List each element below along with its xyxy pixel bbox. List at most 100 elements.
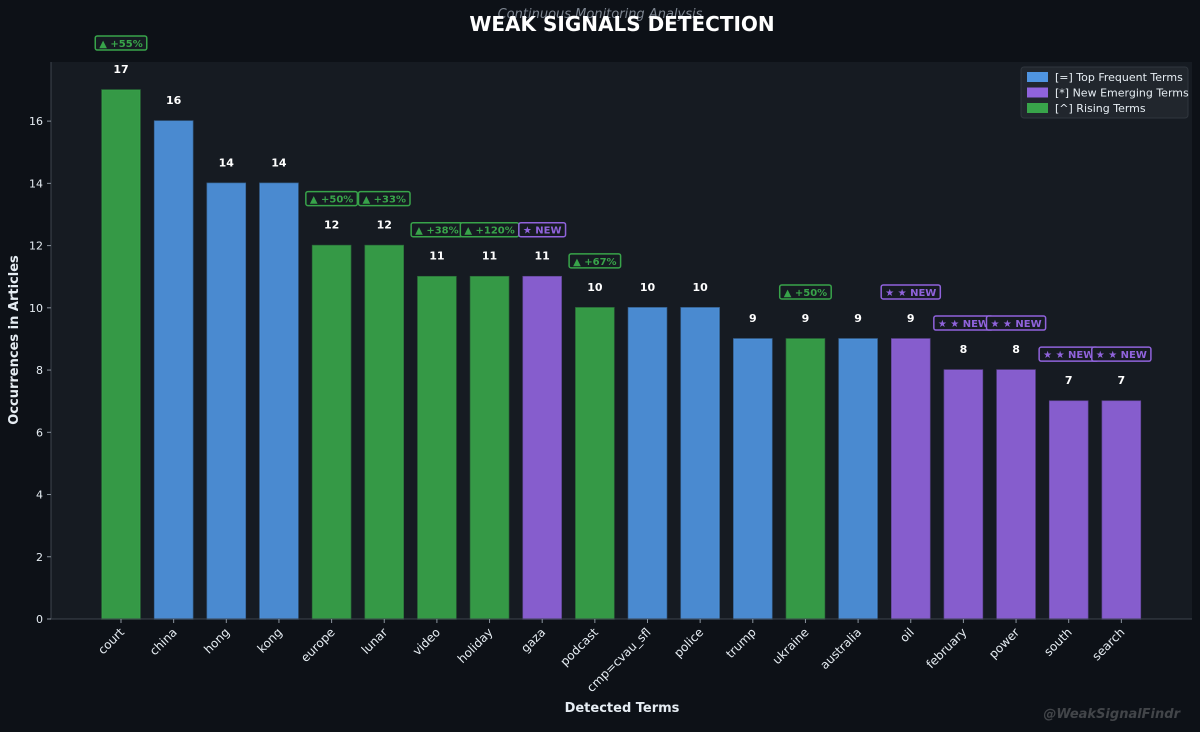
trend-badge-label: ★ ★ NEW (885, 288, 936, 299)
watermark: @WeakSignalFindr (1043, 707, 1181, 722)
bar-value-label: 10 (587, 281, 603, 294)
legend-entry: [=] Top Frequent Terms (1055, 71, 1183, 84)
y-axis: 0 2 4 6 8 10 12 14 16 (29, 62, 52, 626)
bar (522, 275, 562, 620)
trend-badge-box (357, 190, 411, 207)
y-tick-label: 6 (36, 426, 43, 439)
y-axis-label: Occurrences in Articles (7, 255, 22, 425)
bar-value-label: 10 (692, 281, 708, 294)
bar (1101, 400, 1142, 620)
bar (311, 244, 352, 620)
bar (153, 120, 194, 620)
trend-badge: ▲ +120% (459, 221, 520, 238)
trend-badge-label: ★ NEW (523, 226, 562, 237)
trend-badge: ★ ★ NEW (1091, 346, 1152, 362)
bar-value-label: 9 (907, 312, 915, 325)
y-tick-label: 10 (29, 302, 43, 315)
bars-group (101, 89, 1142, 620)
chart-title: WEAK SIGNALS DETECTION (469, 12, 774, 36)
bar-value-label: 11 (482, 250, 497, 263)
trend-badge-label: ▲ +50% (310, 195, 354, 206)
trend-badge: ▲ +38% (410, 221, 464, 238)
y-tick-label: 0 (36, 613, 43, 626)
bar (627, 307, 668, 620)
trend-badge-box (305, 190, 359, 207)
trend-badge-label: ★ ★ NEW (990, 319, 1041, 330)
bar-value-label: 9 (802, 312, 810, 325)
bar-value-label: 9 (749, 312, 757, 325)
legend: [=] Top Frequent Terms [*] New Emerging T… (1020, 66, 1189, 119)
trend-badge: ★ ★ NEW (880, 284, 942, 300)
trend-badge: ▲ +50% (778, 284, 832, 300)
trend-badge-label: ▲ +38% (415, 226, 459, 237)
y-tick-label: 14 (29, 177, 43, 190)
trend-badge-box (1091, 346, 1152, 362)
trend-badge-label: ★ ★ NEW (1096, 350, 1147, 361)
bar-value-label: 9 (854, 312, 862, 325)
legend-swatch (1027, 87, 1048, 98)
bar-value-label: 8 (960, 343, 968, 356)
trend-badge: ▲ +67% (568, 253, 622, 269)
bar-value-label: 11 (535, 250, 550, 263)
chart-subtitle: Continuous Monitoring Analysis (498, 7, 703, 22)
trend-badge-box (94, 35, 148, 51)
bar (996, 369, 1036, 620)
bar (101, 89, 141, 620)
bar (891, 338, 931, 620)
bar-value-label: 16 (166, 94, 182, 107)
bar (575, 307, 615, 620)
trend-badge-label: ★ ★ NEW (938, 319, 989, 330)
trend-badge: ▲ +50% (305, 190, 359, 207)
legend-entry: [^] Rising Terms (1055, 102, 1146, 115)
trend-badge-box (568, 253, 622, 269)
trend-badge: ▲ +33% (357, 190, 411, 207)
trend-badge-box (880, 284, 942, 300)
bar (838, 338, 878, 620)
bar-value-label: 12 (377, 219, 392, 232)
bar (733, 338, 773, 620)
bar (469, 275, 510, 620)
bar-value-label: 14 (271, 156, 287, 169)
legend-swatch (1027, 72, 1048, 82)
legend-box (1020, 66, 1189, 119)
y-tick-label: 12 (29, 240, 43, 253)
trend-badge-box (518, 221, 567, 238)
bar (206, 182, 247, 620)
trend-badge-label: ▲ +50% (784, 288, 828, 299)
bar (943, 369, 984, 620)
bar-value-label: 11 (429, 250, 444, 263)
bar (417, 275, 457, 620)
trend-badge-label: ▲ +33% (363, 195, 407, 206)
y-tick-label: 16 (29, 115, 43, 128)
trend-badge-box (985, 315, 1047, 331)
bar-value-label: 10 (640, 281, 656, 294)
bar (259, 182, 299, 620)
value-labels-group: 17 16 14 14 12 12 11 11 11 10 10 10 9 9 9 9 8 8 7 7 (113, 63, 1125, 387)
trend-badge-box (778, 284, 832, 300)
bar-value-label: 7 (1065, 374, 1073, 387)
bar-value-label: 8 (1012, 343, 1020, 356)
trend-badge: ★ ★ NEW (985, 315, 1047, 331)
trend-badge: ★ ★ NEW (933, 315, 994, 331)
trend-badge-label: ▲ +120% (464, 226, 514, 237)
trend-badge-label: ★ ★ NEW (1043, 350, 1094, 361)
bar (785, 338, 826, 620)
trend-badge: ▲ +55% (94, 35, 148, 51)
y-tick-label: 4 (36, 489, 43, 502)
bar (680, 307, 720, 620)
y-tick-label: 8 (36, 364, 43, 377)
trend-badge: ★ NEW (518, 221, 567, 238)
trend-badge-label: ▲ +55% (99, 39, 143, 50)
x-axis-label: Detected Terms (565, 701, 680, 716)
y-tick-label: 2 (36, 551, 43, 564)
badges-group: ▲ +55% ▲ +50% ▲ +33% ▲ +38% ▲ +120% ★ NEW ▲ +6… (94, 35, 1152, 362)
bar-value-label: 7 (1118, 374, 1126, 387)
bar-value-label: 12 (324, 219, 339, 232)
legend-entry: [*] New Emerging Terms (1055, 87, 1189, 100)
bar (1048, 400, 1089, 620)
trend-badge-label: ▲ +67% (573, 257, 617, 268)
legend-swatch (1027, 103, 1048, 113)
bar-value-label: 17 (113, 63, 128, 76)
